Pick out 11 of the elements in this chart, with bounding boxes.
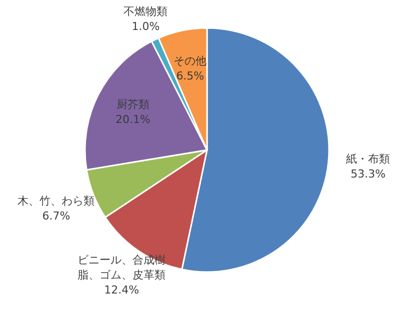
- data-label: 1.0%: [132, 20, 160, 34]
- data-label: 20.1%: [115, 113, 150, 126]
- slice-label: 厨芥類: [116, 98, 150, 112]
- slice-label: 紙・布類: [346, 152, 390, 166]
- data-label: 6.5%: [176, 69, 204, 82]
- data-label: 6.7%: [42, 210, 70, 223]
- slice-label: 不燃物類: [124, 5, 168, 18]
- slice-label: 木、竹、わら類: [18, 194, 95, 208]
- data-label: 53.3%: [350, 167, 386, 180]
- data-label: 12.4%: [104, 284, 140, 297]
- slice-label: その他: [174, 54, 207, 68]
